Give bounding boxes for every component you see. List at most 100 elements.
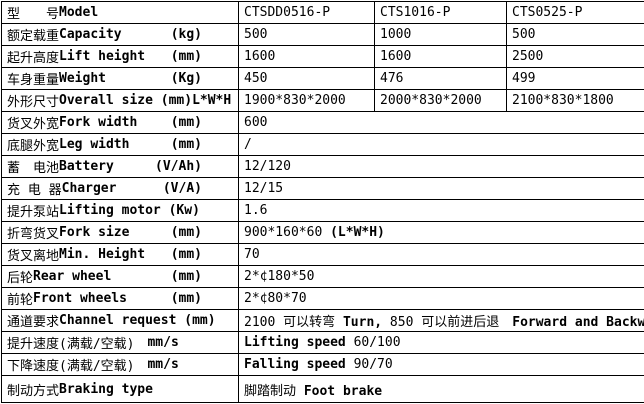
label-zh-text: 货叉离地 — [7, 245, 59, 264]
row-label-model: 型 号 Model — [2, 2, 239, 24]
row-label-lift-height: 起升高度 Lift height (mm) — [2, 46, 239, 68]
row-label-text: 前轮 Front wheels (mm) — [7, 289, 238, 308]
row-label-text: 货叉离地 Min. Height(mm) — [7, 245, 238, 264]
value-text: Falling speed — [244, 357, 346, 372]
value-cell-falling-speed: Falling speed 90/70 — [239, 354, 644, 376]
value-cell-lifting-speed: Lifting speed 60/100 — [239, 332, 644, 354]
value-text: 脚踏制动 — [244, 384, 304, 399]
label-zh-text: 后轮 — [7, 267, 33, 286]
row-label-text: 提升速度(满载/空载) mm/s — [7, 333, 238, 352]
row-label-fork-width: 货叉外宽 Fork width(mm) — [2, 112, 239, 134]
label-zh-text: 蓄 电池 — [7, 157, 59, 176]
label-en-text: mm/s — [147, 357, 178, 372]
table-row-min-height: 货叉离地 Min. Height(mm) 70 — [2, 244, 644, 266]
row-label-text: 折弯货叉 Fork size(mm) — [7, 223, 238, 242]
value-text: Lifting speed — [244, 335, 346, 350]
row-label-text: 充 电 器 Charger (V/A) — [7, 179, 238, 198]
unit-label: (V/Ah) — [155, 159, 202, 174]
row-label-rear-wheel: 后轮 Rear wheel (mm) — [2, 266, 239, 288]
value-text: 1.6 — [244, 203, 267, 218]
value-text: / — [244, 137, 252, 152]
value-text: 900*160*60 — [244, 225, 330, 240]
label-en-text: Overall size (mm)L*W*H — [59, 93, 231, 108]
row-label-channel-request: 通道要求 Channel request (mm) — [2, 310, 239, 332]
label-en-text: Fork size — [59, 225, 129, 240]
row-label-text: 车身重量 Weight(Kg) — [7, 69, 238, 88]
label-en-text: Fork width — [59, 115, 137, 130]
label-en-text: Front wheels — [33, 291, 127, 306]
label-en-text: Rear wheel — [33, 269, 111, 284]
value-cell-charger: 12/15 — [239, 178, 644, 200]
value-cell-model-col2: CTS1016-P — [375, 2, 507, 24]
value-cell-lift-height-col1: 1600 — [239, 46, 375, 68]
label-zh-text: 充 电 器 — [7, 179, 62, 198]
table-row-charger: 充 电 器 Charger (V/A) 12/15 — [2, 178, 644, 200]
row-label-text: 底腿外宽 Leg width(mm) — [7, 135, 238, 154]
label-zh-text: 提升速度(满载/空载) — [7, 333, 147, 352]
row-label-text: 货叉外宽 Fork width(mm) — [7, 113, 238, 132]
value-text: 600 — [244, 115, 267, 130]
label-en-text: Charger — [62, 181, 117, 196]
value-cell-leg-width: / — [239, 134, 644, 156]
row-label-text: 额定载重 Capacity(kg) — [7, 25, 238, 44]
value-text: 60/100 — [346, 335, 401, 350]
unit-label: (mm) — [171, 291, 202, 306]
value-cell-channel-request: 2100 可以转弯 Turn, 850 可以前进后退 Forward and B… — [239, 310, 644, 332]
row-label-text: 通道要求 Channel request (mm) — [7, 311, 238, 330]
row-label-text: 下降速度(满载/空载) mm/s — [7, 355, 238, 374]
row-label-falling-speed: 下降速度(满载/空载) mm/s — [2, 354, 239, 376]
value-text: (L*W*H) — [330, 225, 385, 240]
row-label-text: 起升高度 Lift height (mm) — [7, 47, 238, 66]
value-cell-overall-size-col1: 1900*830*2000 — [239, 90, 375, 112]
label-zh-text: 折弯货叉 — [7, 223, 59, 242]
label-en-text: Lift height — [59, 49, 145, 64]
row-label-text: 外形尺寸 Overall size (mm)L*W*H — [7, 91, 238, 110]
row-label-text: 后轮 Rear wheel (mm) — [7, 267, 238, 286]
label-zh-text: 起升高度 — [7, 47, 59, 66]
label-zh-text: 型 号 — [7, 3, 59, 22]
value-cell-min-height: 70 — [239, 244, 644, 266]
table-row-battery: 蓄 电池 Battery (V/Ah) 12/120 — [2, 156, 644, 178]
unit-label: (mm) — [171, 49, 202, 64]
row-label-text: 提升泵站 Lifting motor (Kw) — [7, 201, 238, 220]
value-text: Foot brake — [304, 384, 382, 399]
value-cell-fork-width: 600 — [239, 112, 644, 134]
value-cell-fork-size: 900*160*60 (L*W*H) — [239, 222, 644, 244]
value-text: Turn, — [343, 315, 382, 330]
table-row-braking-type: 制动方式 Braking type 脚踏制动 Foot brake — [2, 376, 644, 403]
label-en-text: Min. Height — [59, 247, 145, 262]
unit-label: (V/A) — [163, 181, 202, 196]
unit-label: (Kg) — [171, 71, 202, 86]
unit-label: (mm) — [171, 137, 202, 152]
row-label-battery: 蓄 电池 Battery (V/Ah) — [2, 156, 239, 178]
label-en-text: Battery — [59, 159, 114, 174]
row-label-leg-width: 底腿外宽 Leg width(mm) — [2, 134, 239, 156]
label-en-text: Channel request (mm) — [59, 313, 216, 328]
value-text: 2*¢80*70 — [244, 291, 307, 306]
value-cell-battery: 12/120 — [239, 156, 644, 178]
table-row-fork-width: 货叉外宽 Fork width(mm) 600 — [2, 112, 644, 134]
value-cell-capacity-col3: 500 — [507, 24, 644, 46]
unit-label: (mm) — [171, 269, 202, 284]
value-text: 70 — [244, 247, 260, 262]
row-label-front-wheels: 前轮 Front wheels (mm) — [2, 288, 239, 310]
value-cell-weight-col2: 476 — [375, 68, 507, 90]
label-zh-text: 下降速度(满载/空载) — [7, 355, 147, 374]
row-label-text: 制动方式 Braking type — [7, 380, 238, 399]
value-text: Forward and Backward — [512, 315, 644, 330]
value-cell-front-wheels: 2*¢80*70 — [239, 288, 644, 310]
value-cell-overall-size-col2: 2000*830*2000 — [375, 90, 507, 112]
label-en-text: Lifting motor (Kw) — [59, 203, 200, 218]
label-en-text: Leg width — [59, 137, 129, 152]
value-text: 2100 可以转弯 — [244, 315, 343, 330]
value-cell-lifting-motor: 1.6 — [239, 200, 644, 222]
label-zh-text: 前轮 — [7, 289, 33, 308]
row-label-min-height: 货叉离地 Min. Height(mm) — [2, 244, 239, 266]
row-label-weight: 车身重量 Weight(Kg) — [2, 68, 239, 90]
